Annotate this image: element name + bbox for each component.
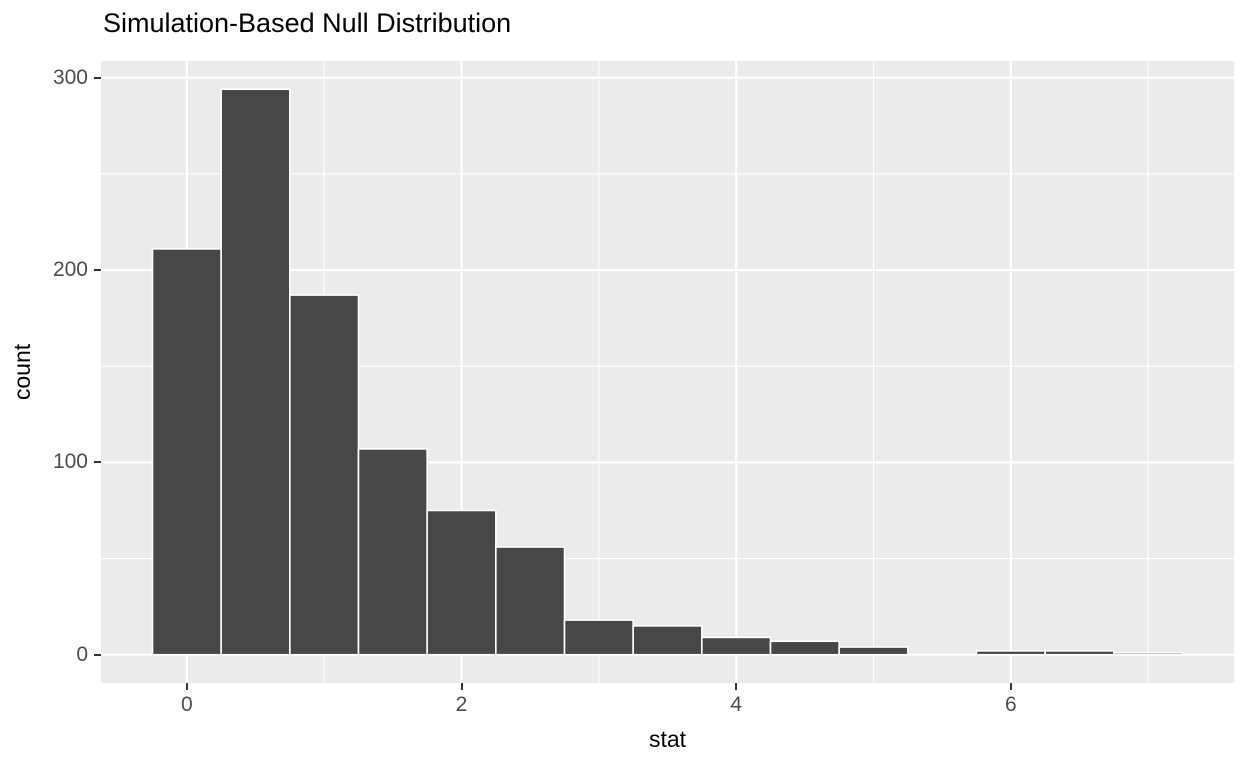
histogram-bar [632, 625, 703, 656]
x-axis-tick-label: 4 [730, 693, 742, 716]
y-axis-tick-label: 300 [52, 65, 88, 89]
histogram-bar [357, 448, 428, 656]
x-axis-tick-mark [1009, 683, 1012, 690]
y-axis-tick-mark [94, 653, 101, 656]
histogram-bar [220, 88, 291, 656]
histogram-bar [769, 640, 840, 656]
y-axis-tick-mark [94, 76, 101, 79]
histogram-bar [701, 636, 772, 656]
x-axis-tick-mark [735, 683, 738, 690]
histogram-bar [289, 294, 360, 656]
x-axis-tick-mark [185, 683, 188, 690]
histogram-bar [838, 646, 909, 656]
x-axis-tick-label: 6 [1004, 693, 1017, 716]
y-axis-tick-mark [94, 269, 101, 272]
plot-panel [101, 61, 1234, 683]
chart-title: Simulation-Based Null Distribution [103, 8, 512, 38]
histogram-bar [563, 619, 634, 656]
y-axis-title: count [9, 343, 35, 401]
histogram-bar [1113, 652, 1184, 656]
histogram-bar [1044, 650, 1115, 656]
y-axis-tick-label: 100 [52, 450, 88, 474]
y-axis-tick-label: 0 [76, 642, 88, 666]
x-axis-title: stat [648, 726, 687, 752]
x-axis-tick-label: 0 [180, 693, 193, 716]
y-axis-tick-mark [94, 461, 101, 464]
histogram-bar [495, 546, 566, 656]
histogram-bar [975, 650, 1046, 656]
histogram-bar [151, 248, 222, 656]
histogram-plot-area [101, 61, 1234, 683]
y-axis-tick-label: 200 [52, 258, 88, 282]
x-axis-tick-mark [460, 683, 463, 690]
histogram-bar [426, 509, 497, 656]
x-axis-tick-label: 2 [455, 693, 468, 716]
